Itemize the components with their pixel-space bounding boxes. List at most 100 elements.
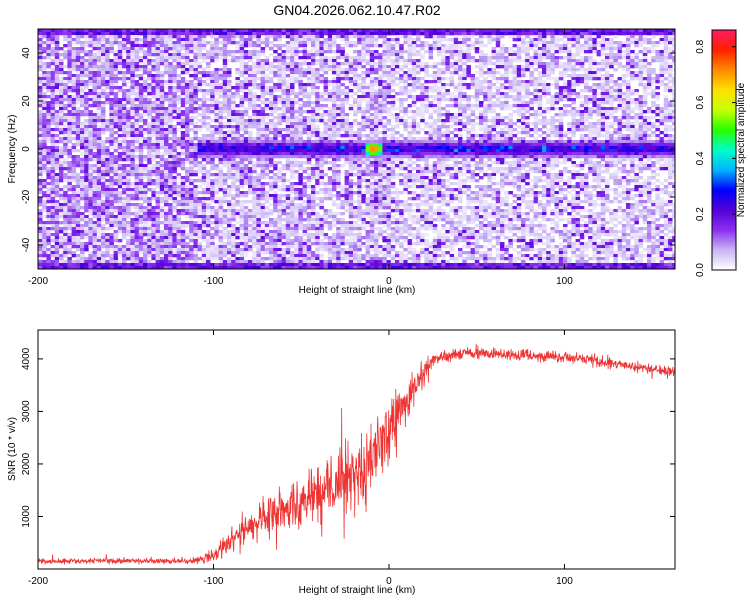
- spectrogram-cell: [92, 89, 98, 93]
- spectrogram-cell: [252, 155, 257, 159]
- spectrogram-cell: [290, 89, 295, 93]
- spectrogram-cell: [147, 173, 152, 177]
- spectrogram-cell: [46, 44, 51, 48]
- spectrogram-cell: [193, 38, 198, 42]
- spectrogram-cell: [294, 92, 299, 96]
- spectrogram-cell: [285, 95, 291, 99]
- spectrogram-cell: [248, 35, 253, 39]
- spectrogram-cell: [176, 47, 182, 51]
- spectrogram-cell: [231, 149, 236, 153]
- spectrogram-cell: [306, 248, 312, 252]
- spectrogram-cell: [332, 80, 337, 84]
- spectrogram-cell: [117, 164, 123, 168]
- spectrogram-cell: [235, 71, 240, 75]
- spectrogram-cell: [281, 68, 287, 72]
- spectrogram-cell: [327, 176, 333, 180]
- spectrogram-cell: [311, 188, 316, 192]
- spectrogram-cell: [277, 152, 282, 156]
- spectrogram-cell: [134, 197, 140, 201]
- spectrogram-cell: [122, 89, 127, 93]
- spectrogram-cell: [50, 134, 56, 138]
- spectrogram-cell: [50, 71, 56, 75]
- spectrogram-cell: [319, 107, 324, 111]
- spectrogram-cell: [218, 209, 224, 213]
- spectrogram-cell: [311, 251, 316, 255]
- spectrogram-cell: [235, 80, 240, 84]
- spectrogram-cell: [38, 149, 43, 153]
- spectrogram-cell: [185, 260, 190, 264]
- spectrogram-cell: [201, 143, 207, 147]
- spectrogram-cell: [122, 263, 127, 267]
- spectrogram-cell: [147, 104, 152, 108]
- spectrogram-cell: [315, 263, 320, 267]
- spectrogram-cell: [210, 83, 215, 87]
- spectrogram-cell: [75, 38, 81, 42]
- spectrogram-cell: [172, 218, 177, 222]
- spectrogram-cell: [138, 179, 144, 183]
- spectrogram-cell: [277, 131, 282, 135]
- spectrogram-cell: [71, 89, 77, 93]
- spectrogram-cell: [306, 131, 312, 135]
- spectrogram-cell: [105, 194, 110, 198]
- spectrogram-cell: [168, 119, 173, 123]
- spectrogram-cell: [168, 164, 173, 168]
- spectrogram-cell: [277, 140, 282, 144]
- spectrogram-cell: [164, 239, 169, 243]
- spectrogram-cell: [96, 125, 102, 129]
- spectrogram-cell: [113, 170, 119, 174]
- spectrogram-cell: [290, 149, 295, 153]
- spectrogram-cell: [197, 230, 203, 234]
- spectrogram-cell: [172, 266, 177, 269]
- spectrogram-cell: [80, 158, 85, 162]
- spectrogram-cell: [80, 41, 85, 45]
- spectrogram-cell: [50, 155, 56, 159]
- spectrogram-cell: [197, 242, 203, 246]
- spectrogram-cell: [243, 158, 249, 162]
- spectrogram-cell: [239, 254, 245, 258]
- spectrogram-cell: [113, 50, 119, 54]
- spectrogram-cell: [315, 149, 320, 153]
- spectrogram-cell: [218, 32, 224, 36]
- spectrogram-cell: [210, 209, 215, 213]
- spectrogram-cell: [50, 248, 56, 252]
- spectrogram-cell: [315, 59, 320, 63]
- spectrogram-cell: [38, 152, 43, 156]
- spectrogram-cell: [122, 185, 127, 189]
- spectrogram-cell: [185, 83, 190, 87]
- spectrogram-cell: [294, 158, 299, 162]
- spectrogram-cell: [189, 86, 194, 90]
- spectrogram-cell: [151, 236, 156, 240]
- spectrogram-cell: [75, 131, 81, 135]
- spectrogram-cell: [222, 71, 228, 75]
- spectrogram-cell: [143, 212, 148, 216]
- spectrogram-cell: [319, 134, 324, 138]
- spectrogram-cell: [281, 254, 287, 258]
- spectrogram-cell: [71, 131, 77, 135]
- spectrogram-cell: [96, 236, 102, 240]
- spectrogram-cell: [180, 83, 186, 87]
- spectrogram-cell: [239, 206, 245, 210]
- spectrogram-cell: [231, 242, 236, 246]
- spectrogram-cell: [138, 50, 144, 54]
- spectrogram-cell: [193, 170, 198, 174]
- spectrogram-cell: [92, 152, 98, 156]
- spectrogram-cell: [138, 74, 144, 78]
- spectrogram-cell: [84, 122, 89, 126]
- spectrogram-cell: [315, 233, 320, 237]
- spectrogram-cell: [323, 245, 329, 249]
- spectrogram-cell: [130, 185, 135, 189]
- spectrogram-cell: [294, 239, 299, 243]
- spectrogram-cell: [151, 53, 156, 57]
- spectrogram-cell: [243, 53, 249, 57]
- spectrogram-cell: [269, 53, 274, 57]
- spectrogram-cell: [264, 101, 270, 105]
- spectrogram-cell: [227, 206, 232, 210]
- spectrogram-cell: [256, 134, 261, 138]
- spectrogram-cell: [302, 188, 308, 192]
- spectrogram-cell: [298, 263, 303, 267]
- spectrogram-cell: [243, 170, 249, 174]
- spectrogram-cell: [117, 62, 123, 66]
- spectrogram-cell: [151, 95, 156, 99]
- spectrogram-cell: [71, 65, 77, 69]
- spectrogram-cell: [92, 224, 98, 228]
